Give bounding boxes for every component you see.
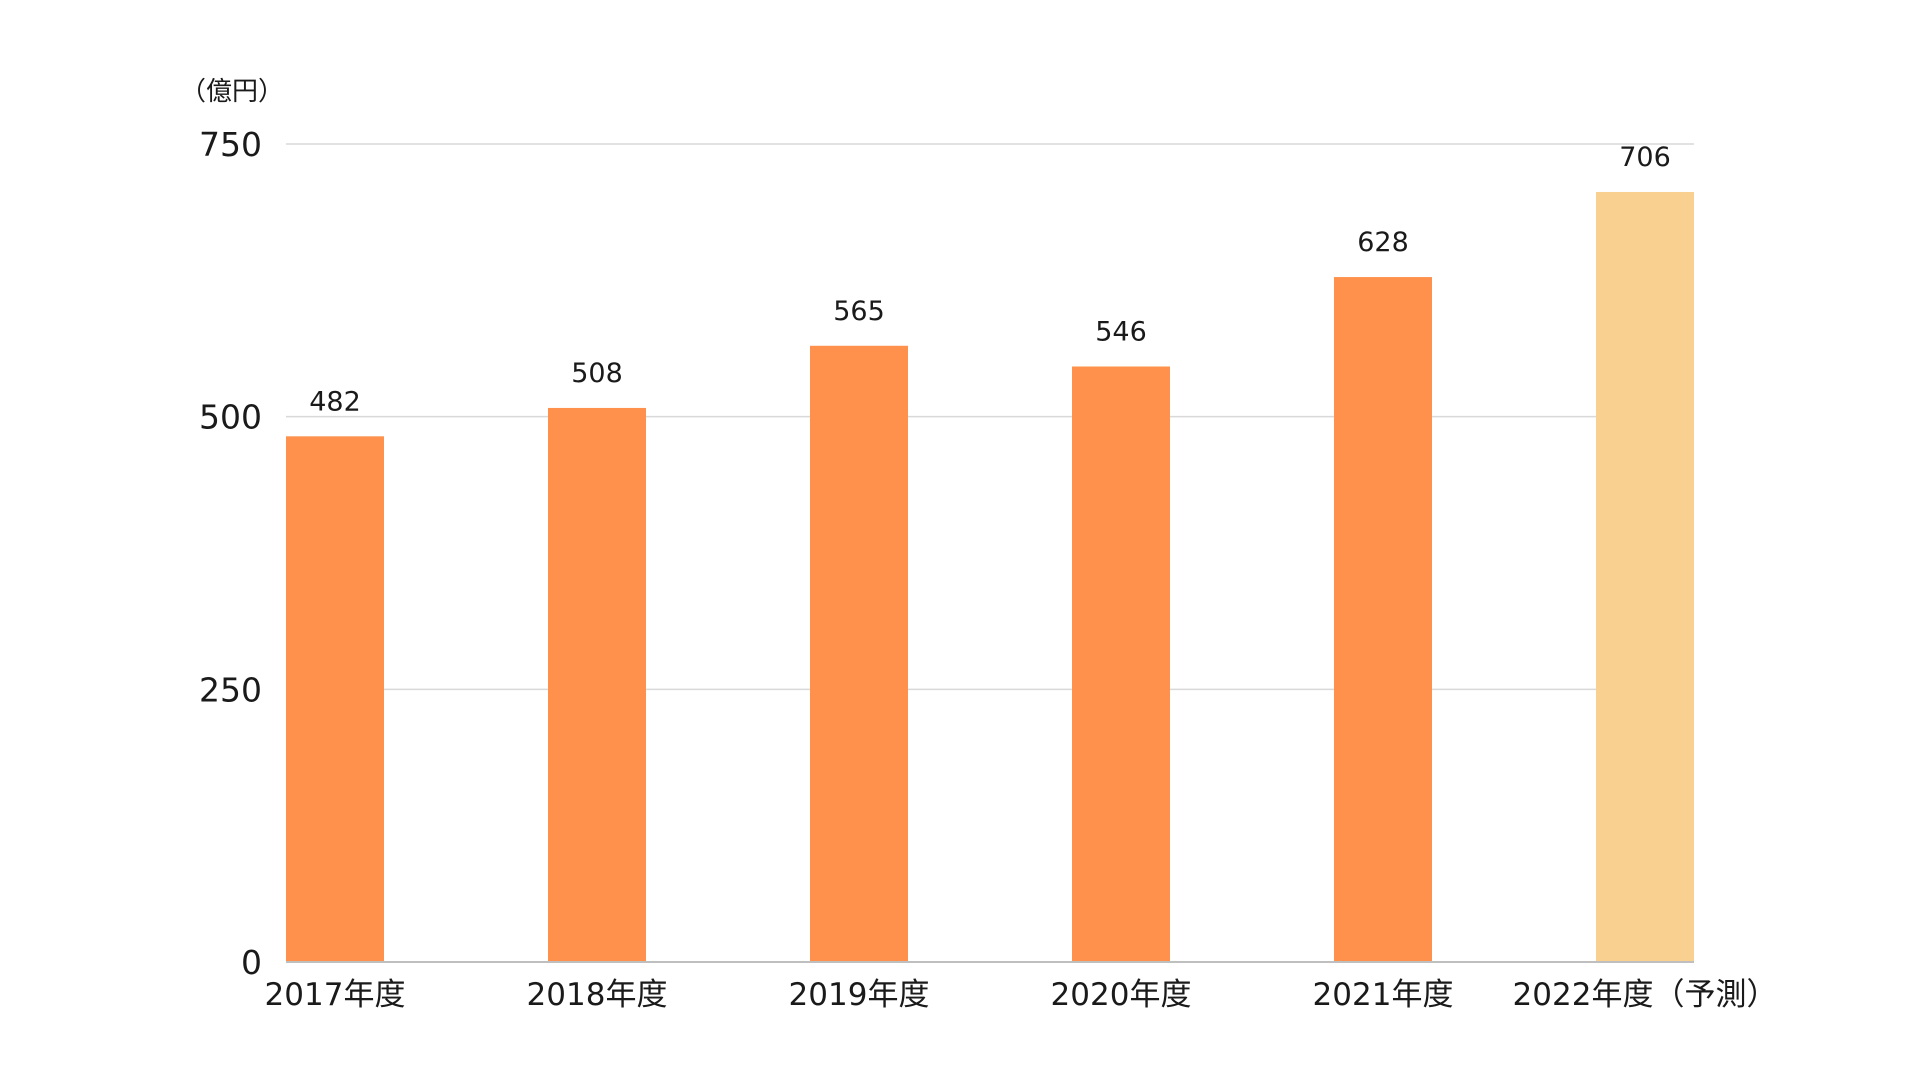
bar [810,345,908,963]
data-label: 508 [571,358,623,389]
data-label: 565 [833,296,885,327]
y-tick-label: 250 [199,670,262,709]
y-tick-label: 500 [199,398,262,437]
data-label: 628 [1357,227,1409,258]
x-tick-label: 2021年度 [1313,977,1454,1013]
gridlines [286,143,1694,691]
bar [1334,277,1432,962]
x-tick-label: 2020年度 [1051,977,1192,1013]
x-tick-label: 2019年度 [789,977,930,1013]
bar [286,436,384,962]
bars [286,191,1694,963]
x-tick-label: 2022年度（予測） [1513,977,1778,1013]
y-tick-label: 750 [199,125,262,164]
bar [548,407,646,962]
bar [1072,366,1170,963]
data-labels: 482 508 565 546 628 706 [309,142,1671,417]
x-tick-label: 2018年度 [527,977,668,1013]
y-tick-label: 0 [241,943,262,982]
x-tick-label: 2017年度 [265,977,406,1013]
data-label: 706 [1619,142,1671,173]
x-axis-labels: 2017年度 2018年度 2019年度 2020年度 2021年度 2022年度（予測） [265,977,1778,1013]
bar [1596,191,1694,963]
data-label: 546 [1095,316,1147,347]
y-axis-unit-label: （億円） [180,77,284,107]
data-label: 482 [309,386,361,417]
y-axis-ticks: 0 250 500 750 [199,125,262,982]
